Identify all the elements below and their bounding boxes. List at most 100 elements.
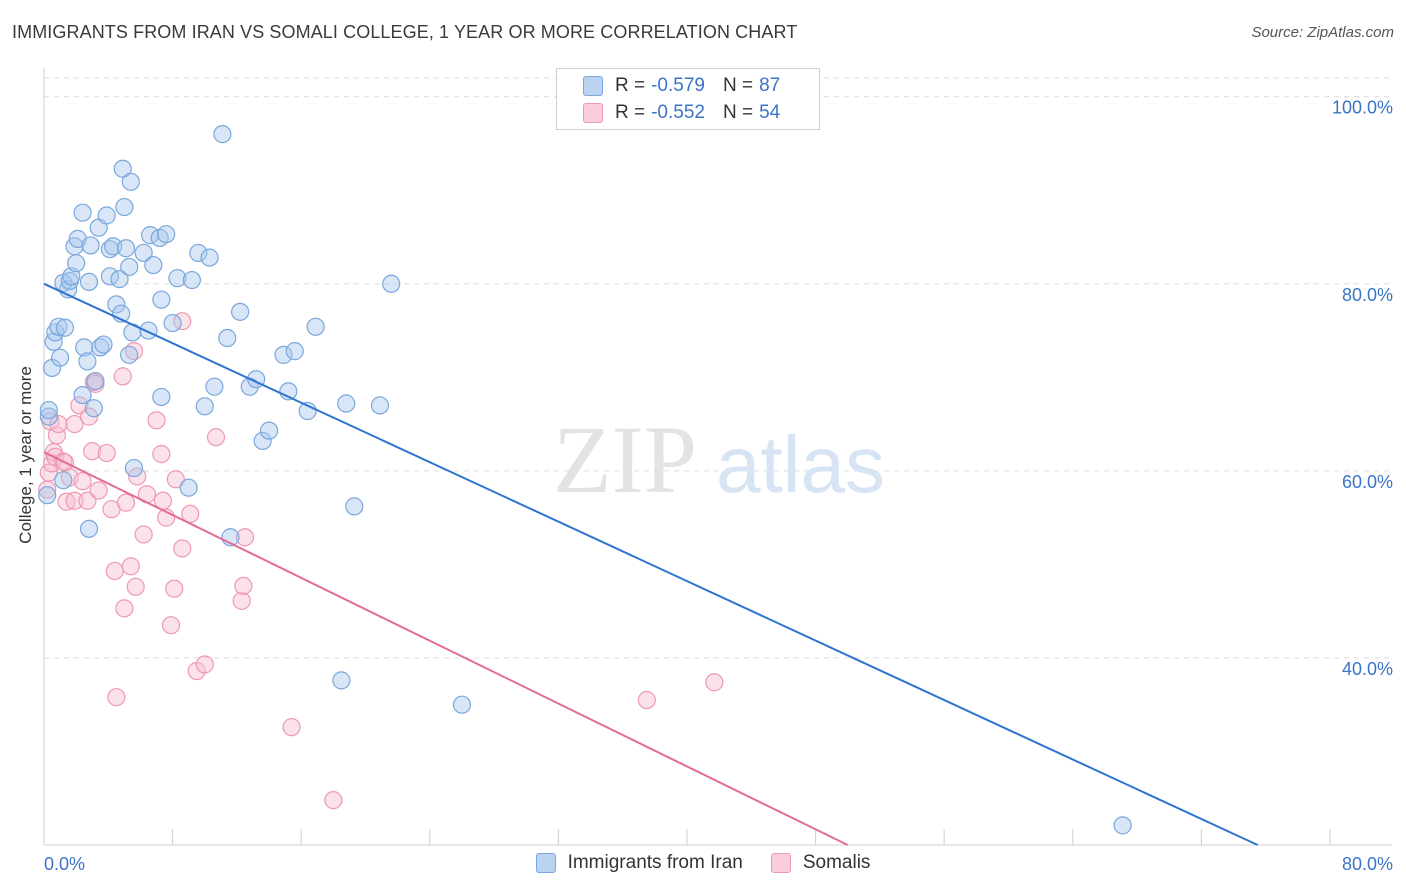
somalis-point	[97, 443, 116, 463]
legend-swatch-iran	[583, 76, 603, 96]
iran-point	[152, 290, 171, 309]
legend-row-somalis: R = -0.552 N = 54	[583, 100, 780, 126]
y-axis-label: College, 1 year or more	[16, 366, 35, 544]
somalis-point	[49, 414, 68, 434]
iran-point	[182, 270, 201, 290]
iran-point	[213, 125, 232, 144]
iran-point	[124, 458, 144, 478]
iran-point	[81, 236, 100, 255]
iran-point	[79, 519, 99, 538]
watermark: ZIP atlas	[553, 406, 885, 513]
iran-point	[189, 243, 208, 263]
tick-labels: 40.0% 60.0% 80.0% 100.0% 0.0% 80.0%	[44, 98, 1393, 874]
iran-point	[285, 342, 304, 361]
iran-point	[39, 407, 58, 426]
somalis-point	[324, 791, 343, 810]
iran-point	[259, 421, 279, 440]
y-tick-label: 100.0%	[1332, 98, 1393, 118]
somalis-point	[115, 599, 134, 618]
iran-point	[49, 317, 68, 336]
iran-point	[337, 394, 356, 413]
trendlines	[43, 282, 1259, 846]
somalis-points	[38, 312, 724, 810]
iran-point	[84, 399, 103, 418]
iran-point	[134, 243, 153, 263]
legend-swatch-somalis	[583, 103, 603, 123]
iran-point	[120, 345, 139, 364]
somalis-trendline	[43, 451, 849, 846]
source-credit: Source: ZipAtlas.com	[1251, 24, 1394, 41]
legend-n-label: N =	[722, 75, 754, 96]
iran-point	[67, 254, 86, 273]
x-tick-label-min: 0.0%	[44, 854, 85, 874]
iran-point	[370, 396, 390, 415]
somalis-point	[121, 557, 140, 576]
somalis-point	[195, 655, 214, 674]
somalis-point	[147, 411, 166, 430]
iran-point	[78, 352, 97, 371]
somalis-point	[116, 493, 136, 512]
legend-n-label: N =	[722, 102, 754, 123]
iran-point	[91, 338, 110, 357]
iran-point	[115, 197, 134, 217]
iran-point	[73, 385, 92, 405]
somalis-point	[165, 579, 184, 598]
y-tick-label: 80.0%	[1342, 285, 1393, 305]
somalis-point	[282, 718, 301, 737]
somalis-point	[134, 525, 153, 544]
somalis-point	[73, 472, 92, 491]
somalis-point	[181, 504, 200, 523]
iran-point	[205, 377, 224, 396]
iran-point	[382, 274, 401, 293]
y-tick-label: 40.0%	[1342, 659, 1393, 679]
somalis-point	[79, 407, 99, 426]
somalis-point	[107, 688, 126, 707]
legend-r-label: R =	[615, 102, 646, 123]
iran-point	[110, 270, 129, 289]
legend-item-iran[interactable]: Immigrants from Iran	[535, 852, 743, 874]
iran-point	[39, 400, 58, 420]
iran-point	[253, 431, 272, 451]
iran-point	[94, 335, 113, 354]
somalis-point	[166, 470, 185, 489]
legend-n-value: 87	[759, 75, 781, 96]
series-legend: Immigrants from Iran Somalis	[0, 852, 1406, 874]
iran-point	[195, 397, 214, 416]
legend-label-iran: Immigrants from Iran	[567, 852, 743, 873]
iran-point	[75, 338, 94, 357]
watermark-atlas: atlas	[716, 420, 885, 509]
iran-point	[163, 313, 182, 333]
legend-swatch-iran	[535, 853, 556, 873]
watermark-zip: ZIP	[553, 406, 697, 513]
iran-point	[120, 257, 139, 277]
somalis-point	[105, 561, 124, 581]
iran-point	[1113, 816, 1132, 835]
iran-point	[79, 272, 99, 292]
iran-point	[144, 255, 163, 275]
somalis-point	[113, 367, 132, 386]
iran-point	[452, 695, 472, 714]
legend-r-label: R =	[615, 75, 646, 96]
legend-r-value: -0.552	[651, 102, 705, 123]
iran-trendline	[43, 282, 1259, 846]
x-tick-label-max: 80.0%	[1342, 854, 1393, 874]
iran-point	[157, 225, 176, 244]
somalis-point	[232, 591, 251, 610]
stats-legend: R = -0.579 N = 87 R = -0.552 N = 54	[556, 68, 820, 130]
somalis-point	[126, 577, 145, 596]
legend-row-iran: R = -0.579 N = 87	[583, 73, 780, 99]
somalis-point	[637, 690, 656, 710]
somalis-point	[152, 444, 171, 464]
iran-point	[113, 159, 132, 178]
somalis-point	[47, 426, 66, 445]
iran-point	[46, 323, 65, 342]
iran-point	[116, 239, 136, 258]
iran-point	[55, 318, 74, 337]
somalis-point	[173, 539, 192, 558]
iran-point	[218, 328, 237, 348]
iran-point	[168, 269, 187, 288]
iran-point	[345, 497, 364, 516]
legend-label-somalis: Somalis	[802, 852, 871, 873]
somalis-point	[161, 616, 181, 635]
legend-item-somalis[interactable]: Somalis	[770, 852, 871, 874]
